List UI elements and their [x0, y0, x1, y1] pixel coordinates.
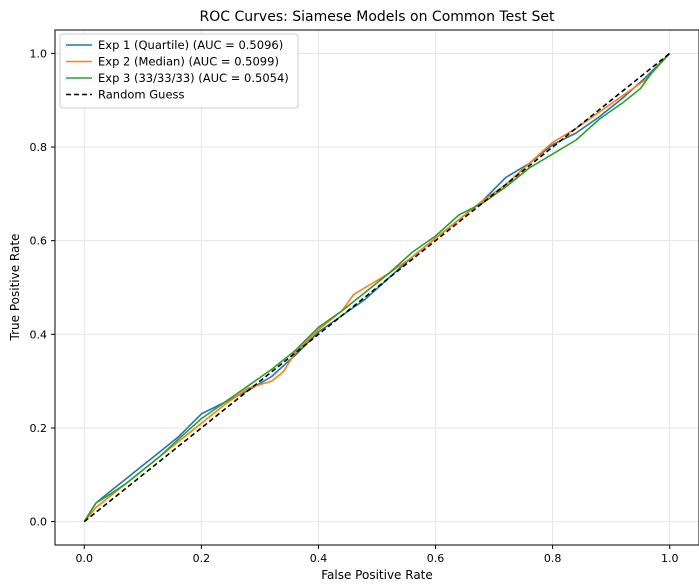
- x-tick-label: 1.0: [661, 552, 679, 565]
- series-lines: [83, 52, 671, 523]
- y-tick-label: 0.4: [30, 328, 48, 341]
- y-tick-label: 1.0: [30, 47, 48, 60]
- legend-box: [59, 33, 299, 109]
- legend-label: Exp 2 (Median) (AUC = 0.5099): [98, 55, 279, 69]
- x-axis-label: False Positive Rate: [321, 568, 433, 582]
- x-tick-label: 0.2: [193, 552, 211, 565]
- y-tick-label: 0.8: [30, 141, 48, 154]
- chart-title: ROC Curves: Siamese Models on Common Tes…: [200, 9, 555, 25]
- series-line-exp-3-33-33-33-auc-0-5054: [83, 52, 671, 523]
- legend-label: Random Guess: [98, 88, 185, 102]
- x-tick-label: 0.4: [310, 552, 328, 565]
- x-tick-label: 0.0: [76, 552, 94, 565]
- x-tick-label: 0.8: [544, 552, 562, 565]
- axis-ticks: 0.0 0.2 0.4 0.6 0.8 1.0 0.0 0.2 0.4 0.6 0.8 1.0: [30, 47, 679, 565]
- y-tick-label: 0.2: [30, 422, 48, 435]
- legend-label: Exp 1 (Quartile) (AUC = 0.5096): [98, 38, 283, 52]
- legend: Exp 1 (Quartile) (AUC = 0.5096) Exp 2 (Me…: [59, 33, 299, 109]
- x-tick-label: 0.6: [427, 552, 445, 565]
- legend-label: Exp 3 (33/33/33) (AUC = 0.5054): [98, 71, 289, 85]
- y-axis-label: True Positive Rate: [8, 234, 22, 342]
- y-tick-label: 0.6: [30, 235, 48, 248]
- y-tick-label: 0.0: [30, 516, 48, 529]
- series-line-random-guess: [83, 52, 671, 523]
- series-line-exp-1-quartile-auc-0-5096: [83, 52, 671, 523]
- plot-area-frame: [54, 29, 699, 546]
